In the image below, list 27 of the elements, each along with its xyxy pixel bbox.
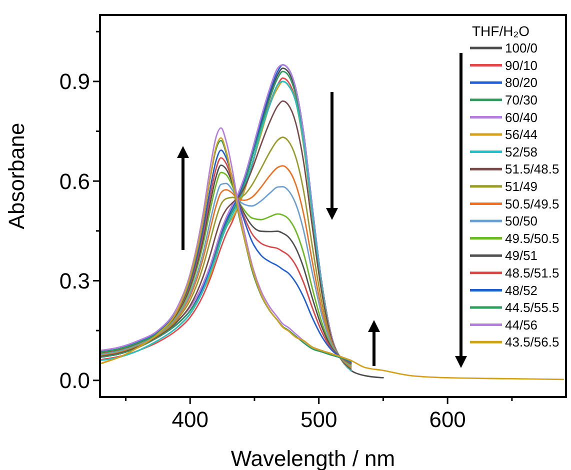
legend-label: 50.5/49.5 [505, 196, 560, 212]
y-axis-title: Absorbane [4, 122, 29, 230]
legend-label: 51.5/48.5 [505, 162, 560, 177]
x-tick-label: 400 [172, 407, 208, 432]
legend-label: 60/40 [505, 110, 538, 125]
legend-label: 43.5/56.5 [505, 334, 560, 350]
legend-label: 100/0 [505, 40, 538, 56]
legend-label: 70/30 [505, 92, 538, 108]
y-tick-label: 0.3 [59, 268, 90, 294]
legend-label: 50/50 [505, 214, 538, 229]
legend-label: 90/10 [505, 58, 538, 73]
y-tick-label: 0.9 [59, 69, 90, 94]
legend-label: 44/56 [505, 317, 538, 332]
legend-title: THF/H₂O [472, 23, 530, 39]
legend-label: 80/20 [505, 75, 538, 90]
y-tick-label: 0.0 [59, 368, 90, 394]
x-tick-label: 600 [429, 407, 466, 432]
legend-label: 49/51 [505, 248, 538, 264]
legend-label: 44.5/55.5 [505, 300, 560, 316]
x-tick-label: 500 [300, 407, 338, 432]
y-tick-label: 0.6 [59, 168, 90, 194]
legend-label: 56/44 [505, 127, 538, 142]
legend-label: 51/49 [505, 178, 538, 194]
legend-label: 48/52 [505, 282, 538, 298]
legend-label: 49.5/50.5 [505, 230, 560, 246]
legend-label: 48.5/51.5 [505, 265, 560, 280]
legend-label: 52/58 [505, 144, 538, 160]
